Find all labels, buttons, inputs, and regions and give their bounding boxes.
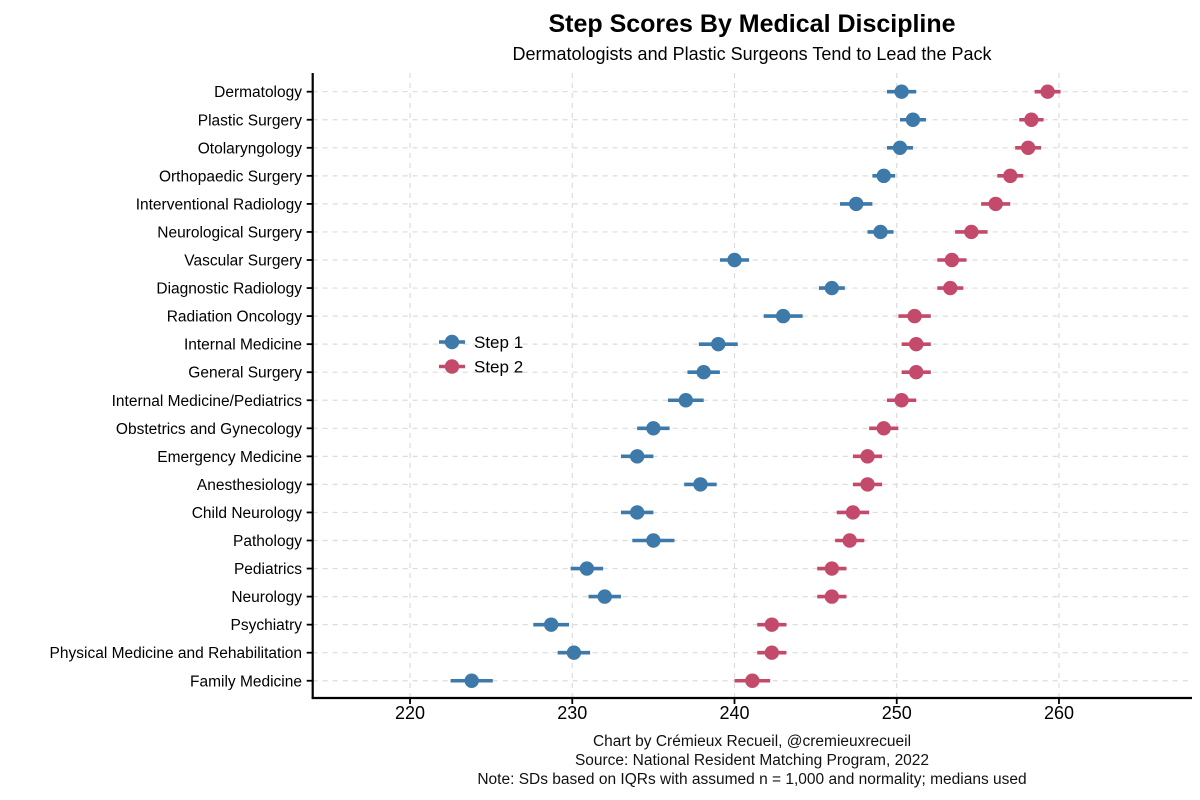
data-point xyxy=(464,673,479,688)
data-point xyxy=(848,196,864,212)
chart-title: Step Scores By Medical Discipline xyxy=(548,10,955,38)
data-point xyxy=(876,421,891,436)
y-axis-label: Radiation Oncology xyxy=(167,309,303,326)
y-axis-label: Pediatrics xyxy=(234,561,302,578)
footer-credit: Chart by Crémieux Recueil, @cremieuxrecu… xyxy=(593,733,911,750)
y-axis-label: Family Medicine xyxy=(190,673,302,690)
x-axis-tick-label: 230 xyxy=(557,703,587,723)
y-axis-label: Plastic Surgery xyxy=(198,112,302,129)
data-point xyxy=(944,252,960,268)
data-point xyxy=(907,308,922,324)
y-axis-label: Diagnostic Radiology xyxy=(156,281,302,298)
data-point xyxy=(894,84,909,99)
y-axis-label: Anesthesiology xyxy=(197,477,302,494)
data-point xyxy=(892,140,908,155)
data-point xyxy=(1040,84,1055,99)
data-point xyxy=(943,280,958,296)
y-axis-labels: Dermatology Plastic Surgery Otolaryngology… xyxy=(50,84,303,690)
x-axis-tick-label: 220 xyxy=(395,703,425,723)
y-axis-label: Neurology xyxy=(231,589,302,606)
y-axis-label: General Surgery xyxy=(188,365,302,382)
data-point xyxy=(579,561,595,576)
data-point xyxy=(964,224,979,240)
data-point xyxy=(693,477,708,492)
data-point xyxy=(775,308,791,324)
data-point xyxy=(566,645,582,660)
legend-label-step2: Step 2 xyxy=(474,358,523,377)
data-point xyxy=(860,477,875,492)
data-point xyxy=(905,112,921,127)
y-axis-label: Dermatology xyxy=(214,84,302,101)
data-point xyxy=(842,533,857,548)
data-point xyxy=(860,449,875,464)
axes xyxy=(306,73,1192,704)
data-point xyxy=(629,505,645,520)
data-point xyxy=(909,365,924,380)
data-point xyxy=(696,365,711,380)
y-axis-label: Child Neurology xyxy=(192,505,303,522)
data-point xyxy=(1024,112,1039,127)
y-axis-label: Physical Medicine and Rehabilitation xyxy=(50,645,302,662)
y-axis-label: Internal Medicine/Pediatrics xyxy=(112,393,303,410)
y-axis-label: Obstetrics and Gynecology xyxy=(116,421,302,438)
legend-dot-step1 xyxy=(444,334,460,350)
data-point xyxy=(629,449,645,464)
legend-label-step1: Step 1 xyxy=(474,333,523,352)
data-point xyxy=(646,533,661,548)
data-point xyxy=(909,336,924,352)
gridlines xyxy=(312,73,1192,698)
x-axis-tick-label: 250 xyxy=(882,703,912,723)
y-axis-label: Orthopaedic Surgery xyxy=(159,168,302,185)
y-axis-label: Emergency Medicine xyxy=(157,449,302,466)
legend-dot-step2 xyxy=(444,359,460,374)
y-axis-label: Otolaryngology xyxy=(198,140,303,157)
data-point xyxy=(745,673,760,688)
x-axis-tick-labels: 220 230 240 250 260 xyxy=(395,703,1074,723)
data-point xyxy=(727,252,742,268)
x-axis-tick-label: 240 xyxy=(719,703,749,723)
data-point xyxy=(873,224,888,240)
data-point xyxy=(646,421,661,436)
data-point xyxy=(678,393,694,408)
x-axis-tick-label: 260 xyxy=(1044,703,1074,723)
data-point xyxy=(876,168,891,184)
y-axis-label: Psychiatry xyxy=(231,617,303,634)
y-axis-label: Internal Medicine xyxy=(184,337,302,354)
data-series xyxy=(450,84,1061,688)
data-point xyxy=(824,280,840,296)
legend-entry-step1: Step 1 xyxy=(439,333,523,352)
y-axis-label: Interventional Radiology xyxy=(136,196,303,213)
data-point xyxy=(894,393,909,408)
footer-source: Source: National Resident Matching Progr… xyxy=(575,752,929,769)
data-point xyxy=(1020,140,1036,155)
data-point xyxy=(543,617,559,632)
data-point xyxy=(764,645,780,660)
data-point xyxy=(988,196,1003,212)
data-point xyxy=(711,336,726,352)
legend: Step 1 Step 2 xyxy=(439,333,523,377)
data-point xyxy=(764,617,780,632)
legend-entry-step2: Step 2 xyxy=(439,358,523,377)
y-axis-label: Pathology xyxy=(233,533,302,550)
data-point xyxy=(597,589,612,604)
y-axis-label: Vascular Surgery xyxy=(184,253,302,270)
data-point xyxy=(824,589,840,604)
footer-note: Note: SDs based on IQRs with assumed n =… xyxy=(477,771,1026,788)
chart-subtitle: Dermatologists and Plastic Surgeons Tend… xyxy=(513,44,993,64)
data-point xyxy=(824,561,840,576)
data-point xyxy=(845,505,861,520)
y-axis-label: Neurological Surgery xyxy=(157,224,302,241)
data-point xyxy=(1003,168,1018,184)
